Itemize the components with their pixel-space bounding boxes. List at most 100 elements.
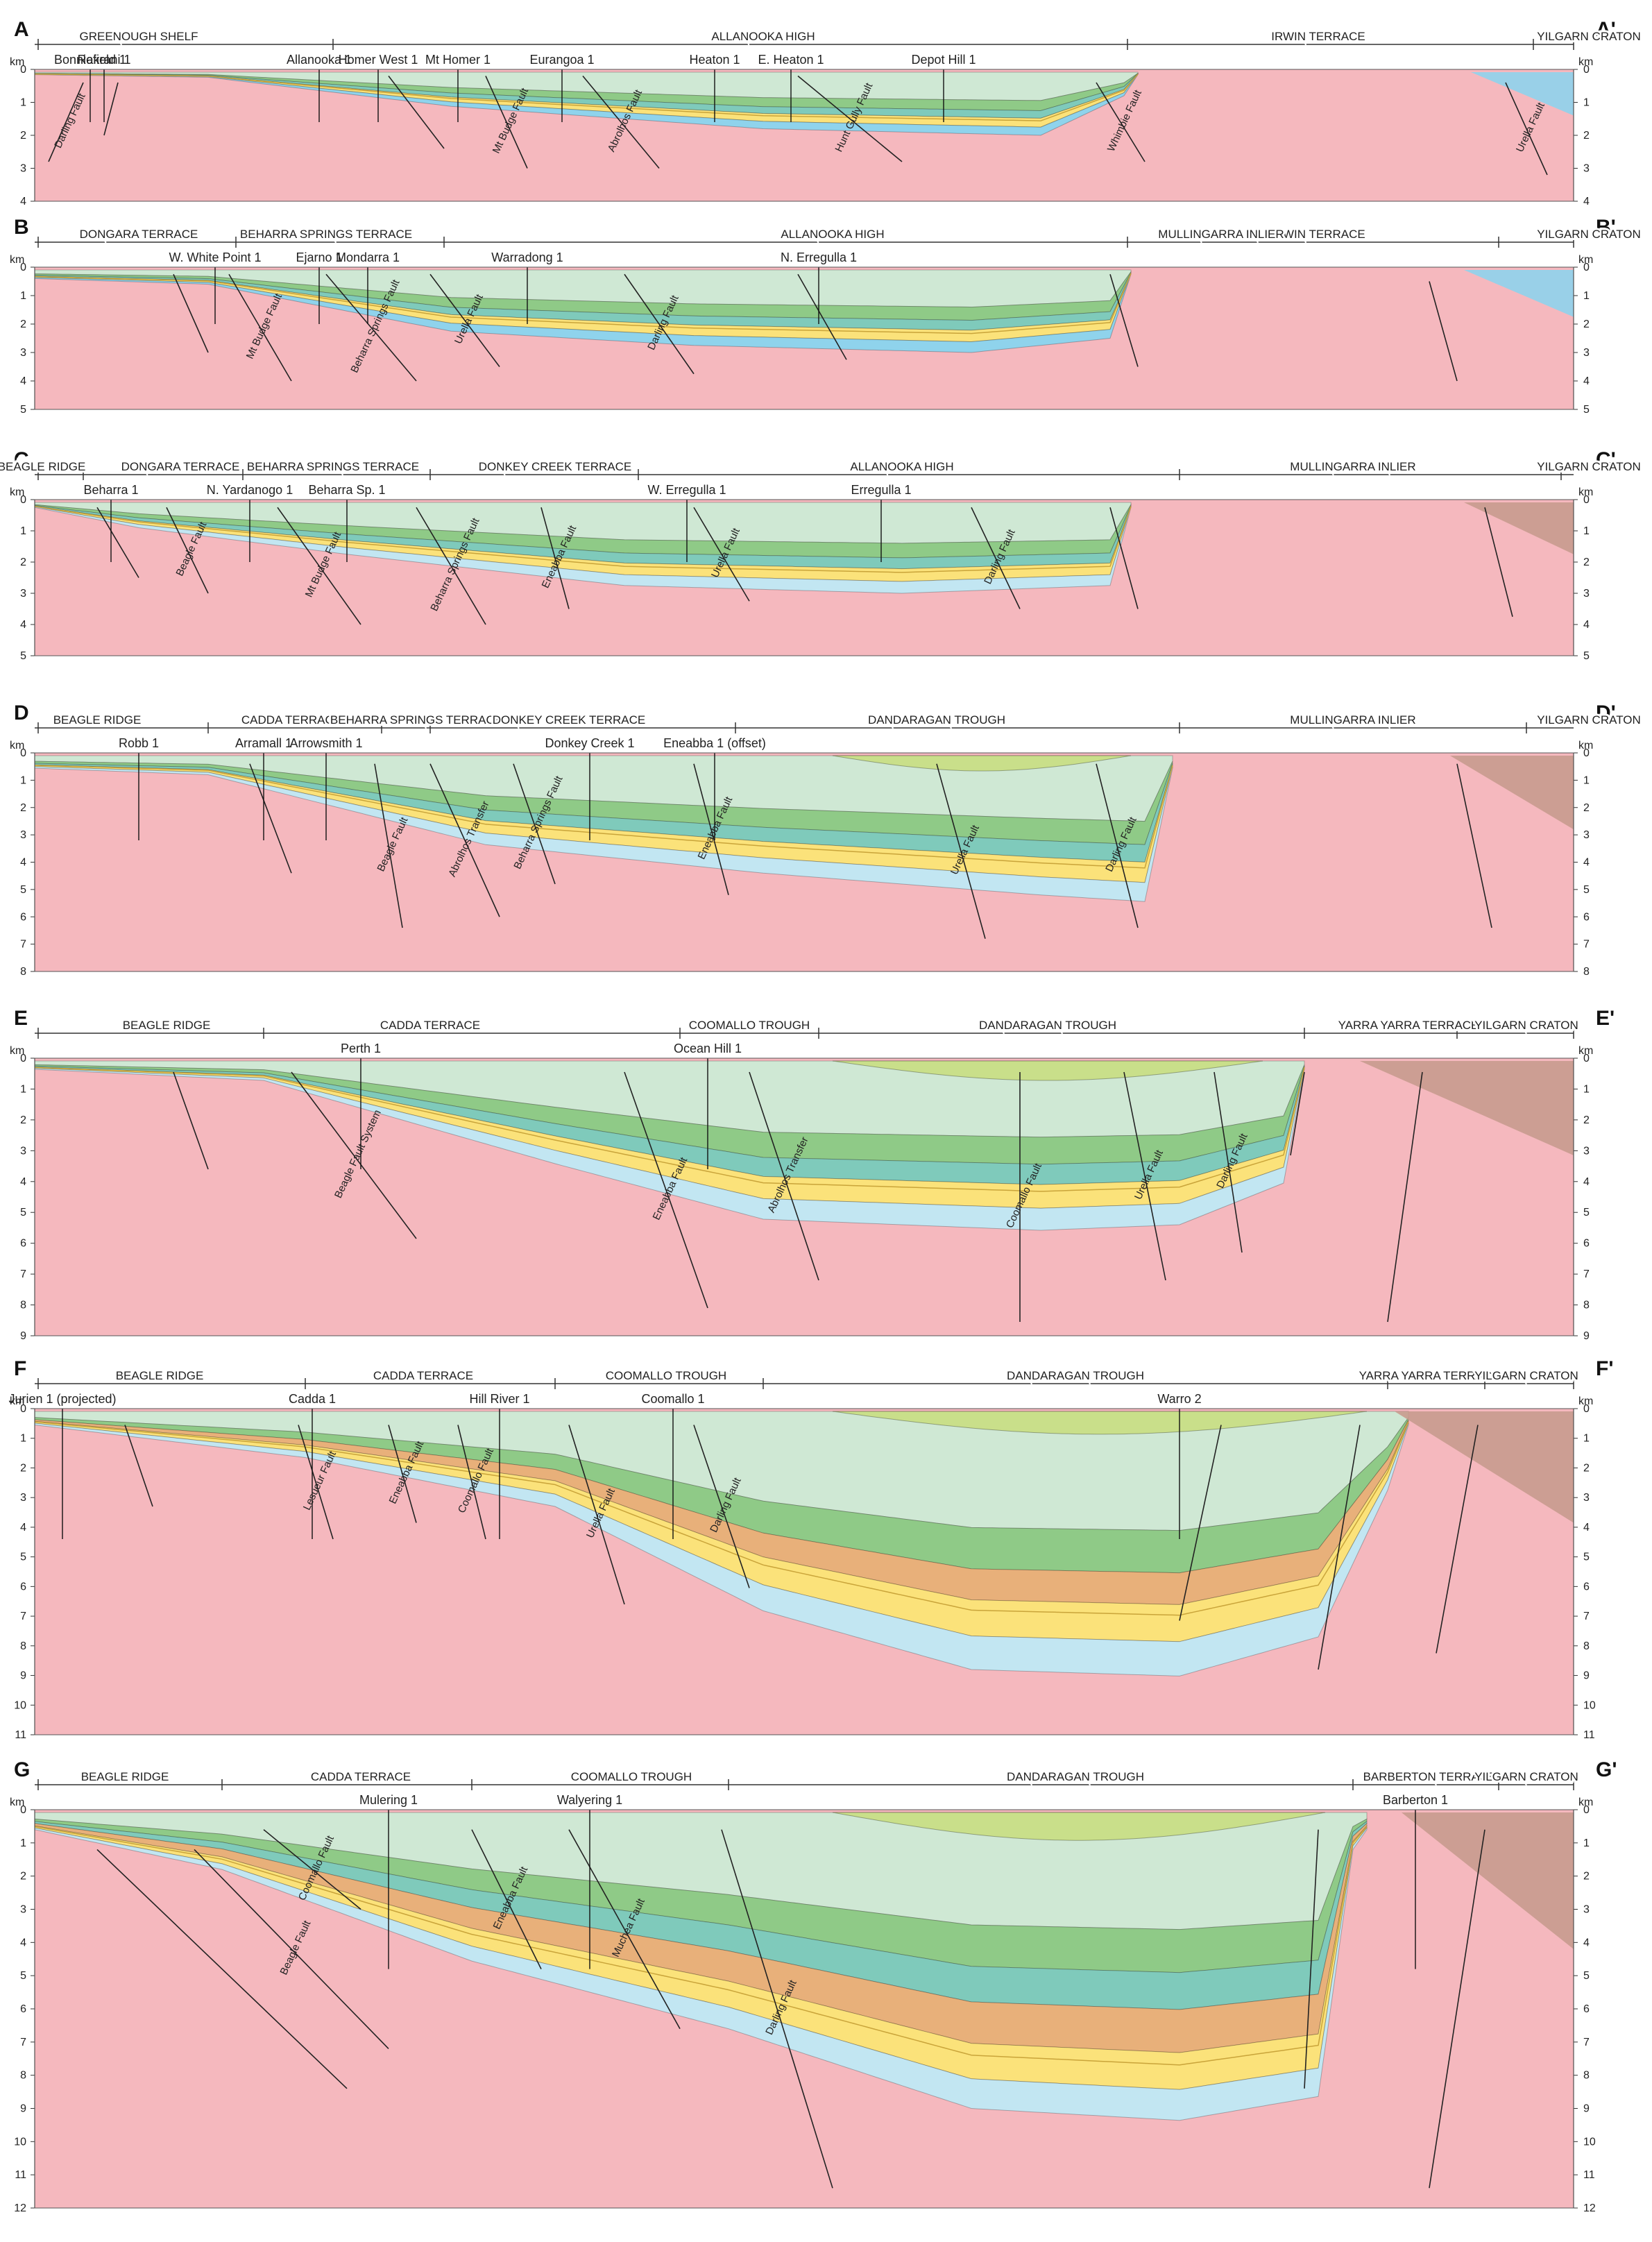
depth-tick-label: 5	[20, 884, 26, 896]
depth-tick-label: 5	[20, 1552, 26, 1563]
depth-tick-label: 1	[20, 1083, 26, 1095]
fault-line	[1290, 1071, 1305, 1156]
depth-tick-label: 8	[1583, 1640, 1590, 1652]
depth-tick-label: 7	[20, 2037, 26, 2048]
region-label: YILGARN CRATON	[1537, 460, 1641, 473]
depth-tick-label: 2	[20, 319, 26, 330]
region-label: BEHARRA SPRINGS TERRACE	[330, 713, 502, 727]
axis-unit-label: km	[10, 1395, 24, 1407]
depth-tick-label: 2	[1583, 1114, 1590, 1126]
fault-line	[1123, 1071, 1166, 1281]
depth-tick-label: 0	[1583, 1804, 1590, 1816]
depth-tick-label: 2	[20, 557, 26, 568]
fault-line	[624, 273, 695, 375]
depth-tick-label: 9	[20, 1670, 26, 1682]
depth-tick-label: 3	[20, 1145, 26, 1157]
fault-line	[749, 1071, 819, 1281]
well-label: Rakrani 1	[77, 53, 130, 67]
fault-line	[1456, 763, 1492, 928]
depth-tick-label: 3	[20, 829, 26, 841]
depth-tick-label: 9	[20, 1330, 26, 1342]
depth-tick-label: 0	[20, 494, 26, 506]
cross-section-C: C C' BEAGLE RIDGE DONGARA TERRACE BEHARRA SP…	[0, 448, 1643, 662]
fault-line	[96, 1849, 348, 2089]
region-label: DONKEY CREEK TERRACE	[493, 713, 645, 727]
craton-cover	[1395, 1411, 1574, 1523]
depth-tick-label: 6	[20, 1238, 26, 1250]
section-frame	[34, 752, 1574, 972]
depth-tick-label: 5	[20, 404, 26, 416]
depth-tick-label: 2	[1583, 1871, 1590, 1883]
fault-line	[249, 763, 292, 874]
well-label: Heaton 1	[689, 53, 740, 67]
cross-section-E: E E' BEAGLE RIDGE CADDA TERRACE COOMALLO TRO…	[10, 1007, 1615, 1342]
depth-tick-label: 8	[1583, 1300, 1590, 1311]
depth-tick-label: 2	[1583, 802, 1590, 814]
depth-tick-label: 0	[1583, 64, 1590, 76]
section-end-letter: D'	[1596, 702, 1616, 724]
depth-tick-label: 1	[20, 525, 26, 537]
well-label: Depot Hill 1	[911, 53, 976, 67]
axis-unit-label: km	[1578, 1045, 1593, 1057]
region-label: DONGARA TERRACE	[121, 460, 240, 473]
region-label: CADDA TERRACE	[380, 1019, 480, 1032]
section-start-letter: G	[14, 1758, 30, 1781]
well-label: Allanooka 1	[287, 53, 352, 67]
depth-tick-label: 0	[20, 1053, 26, 1064]
fault-line	[936, 763, 986, 939]
fault-line	[48, 82, 84, 162]
well-label: Walyering 1	[557, 1793, 622, 1807]
surface-lens	[832, 1411, 1368, 1435]
region-label: YILGARN CRATON	[1537, 30, 1641, 43]
region-label: ALLANOOKA HIGH	[850, 460, 953, 473]
depth-tick-label: 6	[1583, 911, 1590, 923]
axis-unit-label: km	[10, 254, 24, 266]
depth-tick-label: 12	[14, 2202, 26, 2214]
depth-tick-label: 4	[20, 196, 26, 207]
depth-axis-left: km0 1 2 3 4 5 6 7 8 9	[10, 1045, 35, 1342]
depth-tick-label: 0	[1583, 747, 1590, 759]
region-label: YARRA YARRA TERRACE	[1359, 1369, 1500, 1382]
surface-lens	[832, 1812, 1326, 1841]
depth-tick-label: 6	[20, 1581, 26, 1593]
marker-horizon	[34, 765, 1173, 869]
region-label: BEAGLE RIDGE	[81, 1770, 169, 1783]
well-label: Ocean Hill 1	[674, 1042, 742, 1055]
depth-tick-label: 8	[20, 2070, 26, 2082]
fault-line	[1436, 1425, 1479, 1654]
depth-tick-label: 5	[20, 1207, 26, 1218]
well-label: Jurien 1 (projected)	[8, 1392, 116, 1406]
fault-line	[1179, 1425, 1222, 1621]
axis-unit-label: km	[10, 1045, 24, 1057]
fault-line	[263, 1829, 361, 1910]
depth-tick-label: 8	[1583, 966, 1590, 978]
fault-line	[797, 75, 903, 162]
fault-line	[1429, 1829, 1485, 2189]
depth-tick-label: 0	[1583, 1403, 1590, 1415]
region-label: IRWIN TERRACE	[1271, 30, 1365, 43]
fault-line	[1387, 1071, 1423, 1323]
depth-tick-label: 1	[1583, 1433, 1590, 1445]
fault-line	[513, 763, 556, 885]
region-label: BEAGLE RIDGE	[53, 713, 142, 727]
region-label: YILGARN CRATON	[1474, 1019, 1578, 1032]
depth-tick-label: 1	[20, 97, 26, 109]
craton-cover	[1450, 756, 1574, 830]
depth-tick-label: 4	[20, 375, 26, 387]
depth-tick-label: 2	[20, 130, 26, 142]
well-label: Eurangoa 1	[529, 53, 594, 67]
axis-unit-label: km	[10, 1797, 24, 1808]
depth-tick-label: 11	[15, 1729, 26, 1741]
depth-tick-label: 3	[20, 347, 26, 359]
axis-unit-label: km	[1578, 1797, 1593, 1808]
depth-tick-label: 6	[1583, 1238, 1590, 1250]
depth-tick-label: 2	[1583, 557, 1590, 568]
depth-tick-label: 7	[1583, 2037, 1590, 2048]
well-label: Arramall 1	[235, 736, 292, 750]
depth-tick-label: 8	[20, 966, 26, 978]
region-label: DANDARAGAN TROUGH	[979, 1019, 1116, 1032]
depth-tick-label: 6	[1583, 2003, 1590, 2015]
section-frame	[34, 266, 1574, 410]
